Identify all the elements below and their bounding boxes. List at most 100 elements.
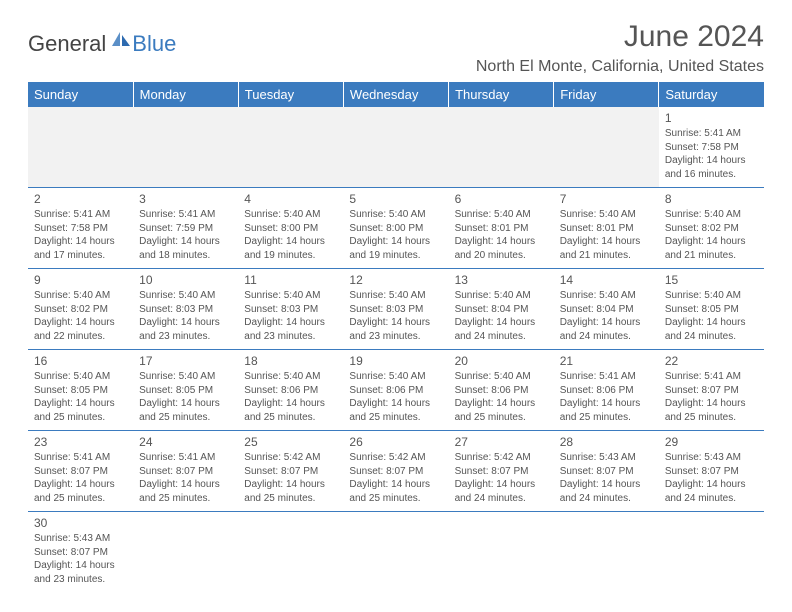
daylight-text: Daylight: 14 hours and 24 minutes. — [665, 316, 758, 343]
day-number: 21 — [560, 354, 653, 368]
daylight-text: Daylight: 14 hours and 25 minutes. — [139, 397, 232, 424]
sunset-text: Sunset: 8:06 PM — [244, 384, 337, 398]
day-number: 7 — [560, 192, 653, 206]
calendar-day-cell: 23Sunrise: 5:41 AMSunset: 8:07 PMDayligh… — [28, 431, 133, 512]
calendar-day-cell: 16Sunrise: 5:40 AMSunset: 8:05 PMDayligh… — [28, 350, 133, 431]
weekday-header: Sunday — [28, 82, 133, 107]
daylight-text: Daylight: 14 hours and 19 minutes. — [244, 235, 337, 262]
calendar-day-cell: 1Sunrise: 5:41 AMSunset: 7:58 PMDaylight… — [659, 107, 764, 188]
calendar-day-cell: 9Sunrise: 5:40 AMSunset: 8:02 PMDaylight… — [28, 269, 133, 350]
calendar-day-cell: 30Sunrise: 5:43 AMSunset: 8:07 PMDayligh… — [28, 512, 133, 593]
sunset-text: Sunset: 8:02 PM — [665, 222, 758, 236]
calendar-day-cell: 7Sunrise: 5:40 AMSunset: 8:01 PMDaylight… — [554, 188, 659, 269]
day-info: Sunrise: 5:40 AMSunset: 8:06 PMDaylight:… — [455, 370, 548, 424]
daylight-text: Daylight: 14 hours and 23 minutes. — [139, 316, 232, 343]
day-info: Sunrise: 5:40 AMSunset: 8:06 PMDaylight:… — [244, 370, 337, 424]
sunset-text: Sunset: 7:58 PM — [34, 222, 127, 236]
day-info: Sunrise: 5:41 AMSunset: 8:07 PMDaylight:… — [34, 451, 127, 505]
sunset-text: Sunset: 8:01 PM — [560, 222, 653, 236]
calendar-week-row: 1Sunrise: 5:41 AMSunset: 7:58 PMDaylight… — [28, 107, 764, 188]
calendar-day-cell — [28, 107, 133, 188]
sunset-text: Sunset: 8:07 PM — [665, 384, 758, 398]
day-info: Sunrise: 5:40 AMSunset: 8:04 PMDaylight:… — [455, 289, 548, 343]
sunset-text: Sunset: 8:00 PM — [349, 222, 442, 236]
sunrise-text: Sunrise: 5:41 AM — [560, 370, 653, 384]
sunset-text: Sunset: 7:59 PM — [139, 222, 232, 236]
day-number: 10 — [139, 273, 232, 287]
daylight-text: Daylight: 14 hours and 18 minutes. — [139, 235, 232, 262]
calendar-day-cell: 10Sunrise: 5:40 AMSunset: 8:03 PMDayligh… — [133, 269, 238, 350]
daylight-text: Daylight: 14 hours and 22 minutes. — [34, 316, 127, 343]
day-number: 20 — [455, 354, 548, 368]
sunset-text: Sunset: 8:02 PM — [34, 303, 127, 317]
weekday-header: Friday — [554, 82, 659, 107]
calendar-day-cell — [133, 512, 238, 593]
month-title: June 2024 — [476, 20, 764, 54]
sunrise-text: Sunrise: 5:40 AM — [34, 289, 127, 303]
calendar-day-cell: 27Sunrise: 5:42 AMSunset: 8:07 PMDayligh… — [449, 431, 554, 512]
daylight-text: Daylight: 14 hours and 23 minutes. — [244, 316, 337, 343]
calendar-day-cell: 8Sunrise: 5:40 AMSunset: 8:02 PMDaylight… — [659, 188, 764, 269]
day-info: Sunrise: 5:43 AMSunset: 8:07 PMDaylight:… — [665, 451, 758, 505]
day-info: Sunrise: 5:40 AMSunset: 8:03 PMDaylight:… — [349, 289, 442, 343]
sunset-text: Sunset: 8:07 PM — [34, 546, 127, 560]
sunrise-text: Sunrise: 5:43 AM — [665, 451, 758, 465]
day-info: Sunrise: 5:41 AMSunset: 8:07 PMDaylight:… — [665, 370, 758, 424]
calendar-day-cell — [449, 512, 554, 593]
sunset-text: Sunset: 8:06 PM — [560, 384, 653, 398]
daylight-text: Daylight: 14 hours and 21 minutes. — [560, 235, 653, 262]
sunset-text: Sunset: 8:04 PM — [455, 303, 548, 317]
day-number: 14 — [560, 273, 653, 287]
day-number: 12 — [349, 273, 442, 287]
sunrise-text: Sunrise: 5:43 AM — [560, 451, 653, 465]
calendar-day-cell — [554, 512, 659, 593]
sunset-text: Sunset: 8:07 PM — [34, 465, 127, 479]
daylight-text: Daylight: 14 hours and 16 minutes. — [665, 154, 758, 181]
day-info: Sunrise: 5:40 AMSunset: 8:03 PMDaylight:… — [244, 289, 337, 343]
weekday-header-row: Sunday Monday Tuesday Wednesday Thursday… — [28, 82, 764, 107]
day-number: 18 — [244, 354, 337, 368]
daylight-text: Daylight: 14 hours and 24 minutes. — [665, 478, 758, 505]
calendar-day-cell: 15Sunrise: 5:40 AMSunset: 8:05 PMDayligh… — [659, 269, 764, 350]
sunrise-text: Sunrise: 5:40 AM — [455, 208, 548, 222]
title-block: June 2024 North El Monte, California, Un… — [476, 20, 764, 76]
daylight-text: Daylight: 14 hours and 25 minutes. — [34, 397, 127, 424]
day-info: Sunrise: 5:41 AMSunset: 7:58 PMDaylight:… — [665, 127, 758, 181]
sunrise-text: Sunrise: 5:41 AM — [34, 451, 127, 465]
sunset-text: Sunset: 8:06 PM — [455, 384, 548, 398]
calendar-week-row: 2Sunrise: 5:41 AMSunset: 7:58 PMDaylight… — [28, 188, 764, 269]
calendar-week-row: 30Sunrise: 5:43 AMSunset: 8:07 PMDayligh… — [28, 512, 764, 593]
calendar-body: 1Sunrise: 5:41 AMSunset: 7:58 PMDaylight… — [28, 107, 764, 592]
sunset-text: Sunset: 8:03 PM — [349, 303, 442, 317]
calendar-day-cell — [343, 107, 448, 188]
day-info: Sunrise: 5:43 AMSunset: 8:07 PMDaylight:… — [560, 451, 653, 505]
sunset-text: Sunset: 8:03 PM — [244, 303, 337, 317]
calendar-table: Sunday Monday Tuesday Wednesday Thursday… — [28, 82, 764, 592]
logo-text-blue: Blue — [132, 31, 176, 57]
calendar-day-cell: 3Sunrise: 5:41 AMSunset: 7:59 PMDaylight… — [133, 188, 238, 269]
sunrise-text: Sunrise: 5:41 AM — [139, 451, 232, 465]
sunrise-text: Sunrise: 5:40 AM — [244, 289, 337, 303]
calendar-week-row: 16Sunrise: 5:40 AMSunset: 8:05 PMDayligh… — [28, 350, 764, 431]
weekday-header: Saturday — [659, 82, 764, 107]
day-info: Sunrise: 5:41 AMSunset: 8:06 PMDaylight:… — [560, 370, 653, 424]
daylight-text: Daylight: 14 hours and 23 minutes. — [349, 316, 442, 343]
sunset-text: Sunset: 8:07 PM — [349, 465, 442, 479]
weekday-header: Thursday — [449, 82, 554, 107]
sunrise-text: Sunrise: 5:42 AM — [244, 451, 337, 465]
day-number: 5 — [349, 192, 442, 206]
weekday-header: Wednesday — [343, 82, 448, 107]
sunset-text: Sunset: 8:06 PM — [349, 384, 442, 398]
sunrise-text: Sunrise: 5:40 AM — [34, 370, 127, 384]
day-info: Sunrise: 5:40 AMSunset: 8:05 PMDaylight:… — [139, 370, 232, 424]
day-number: 6 — [455, 192, 548, 206]
calendar-day-cell: 14Sunrise: 5:40 AMSunset: 8:04 PMDayligh… — [554, 269, 659, 350]
day-info: Sunrise: 5:40 AMSunset: 8:00 PMDaylight:… — [349, 208, 442, 262]
calendar-day-cell: 24Sunrise: 5:41 AMSunset: 8:07 PMDayligh… — [133, 431, 238, 512]
calendar-day-cell: 2Sunrise: 5:41 AMSunset: 7:58 PMDaylight… — [28, 188, 133, 269]
daylight-text: Daylight: 14 hours and 20 minutes. — [455, 235, 548, 262]
day-number: 30 — [34, 516, 127, 530]
calendar-day-cell — [449, 107, 554, 188]
day-number: 8 — [665, 192, 758, 206]
calendar-day-cell: 5 Sunrise: 5:40 AMSunset: 8:00 PMDaylight… — [343, 188, 448, 269]
